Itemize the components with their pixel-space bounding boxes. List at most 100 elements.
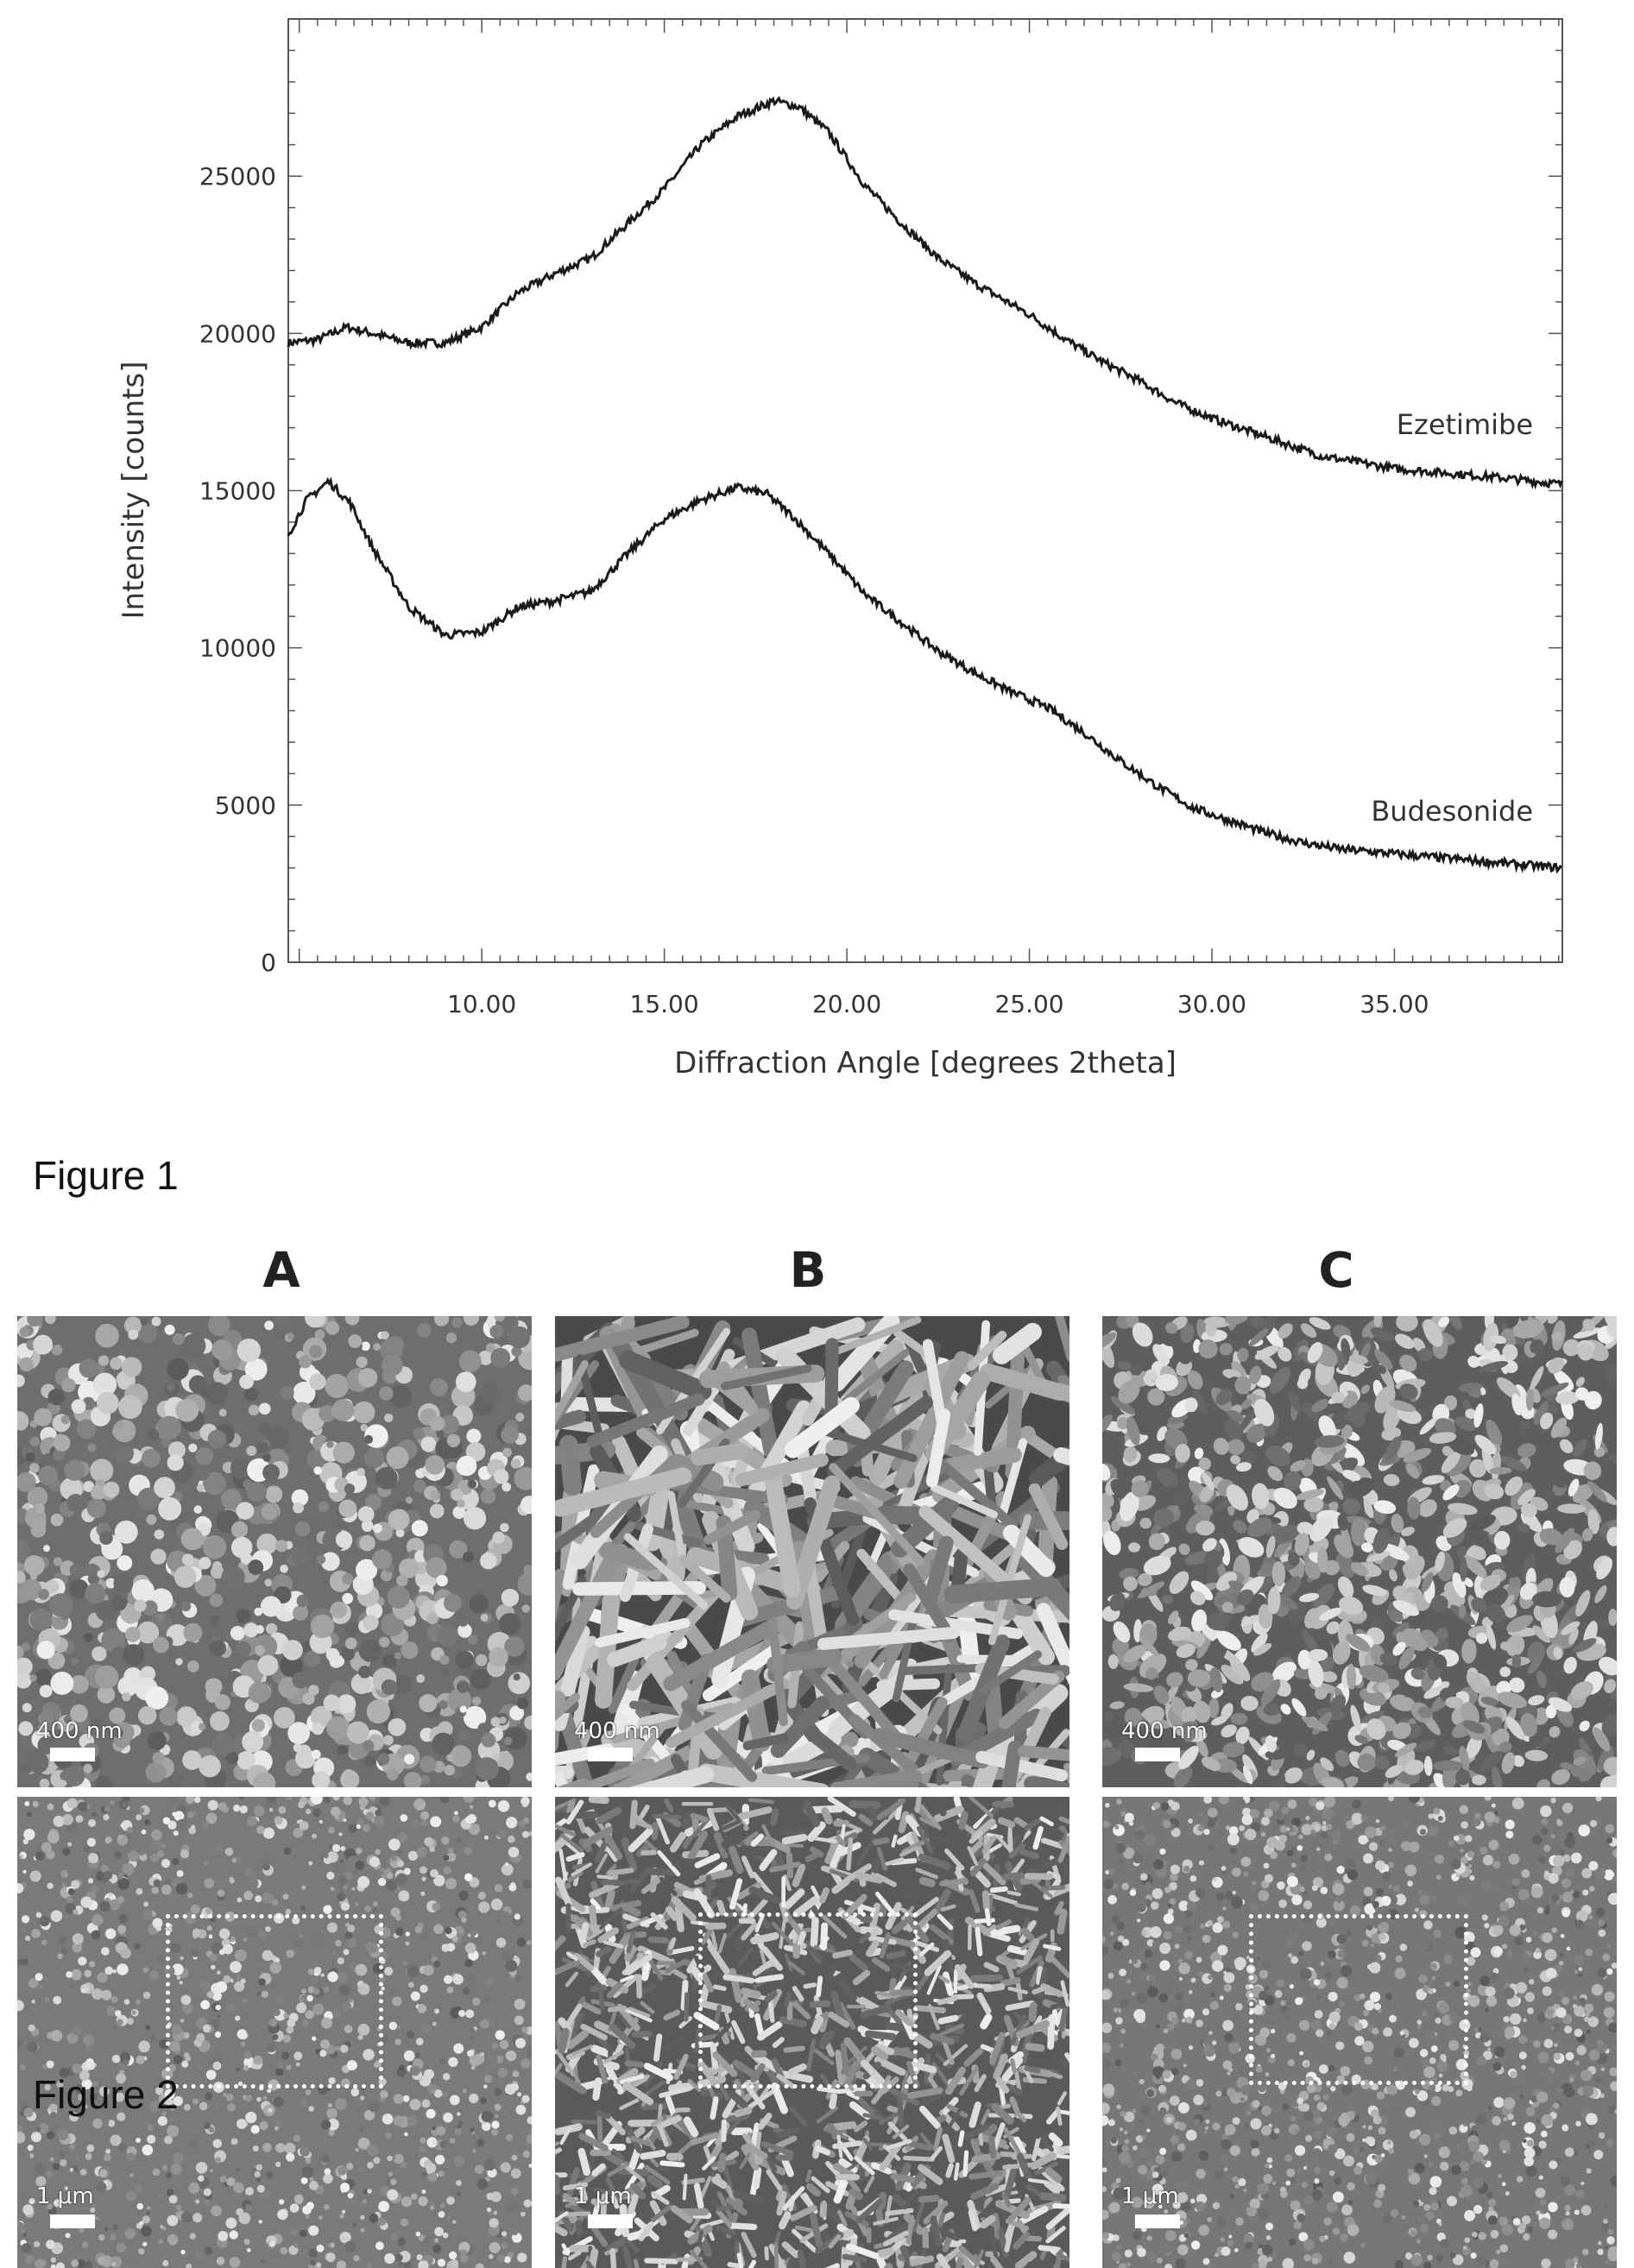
sem-particle <box>262 2143 272 2152</box>
sem-particle <box>1022 1880 1038 1882</box>
sem-particle <box>188 2183 199 2194</box>
sem-particle <box>432 2022 437 2026</box>
sem-particle <box>147 2206 150 2209</box>
sem-particle <box>671 1939 674 1947</box>
sem-particle <box>448 2057 457 2067</box>
sem-particle <box>499 1613 520 1635</box>
sem-particle <box>489 1800 496 1808</box>
sem-particle <box>88 1853 98 1863</box>
sem-particle <box>243 1479 253 1489</box>
sem-particle <box>206 1382 229 1404</box>
sem-particle <box>151 1887 158 1893</box>
sem-particle <box>167 1383 175 1391</box>
sem-particle <box>891 2168 903 2169</box>
sem-particle <box>50 2158 54 2162</box>
sem-particle <box>831 1345 832 1421</box>
sem-particle <box>432 2126 436 2130</box>
sem-particle <box>456 1371 476 1392</box>
sem-particle <box>70 2168 74 2172</box>
sem-particle <box>98 2234 105 2241</box>
x-tick-label: 25.00 <box>994 990 1063 1018</box>
sem-particle <box>157 1614 164 1621</box>
sem-particle <box>47 2170 54 2177</box>
sem-particle <box>960 2133 962 2145</box>
sem-particle <box>984 2018 988 2025</box>
sem-particle <box>293 1743 302 1752</box>
sem-particle <box>205 2199 211 2205</box>
sem-particle <box>440 2141 447 2148</box>
sem-particle <box>413 1480 426 1493</box>
sem-particle <box>99 2170 108 2178</box>
sem-particle <box>129 2173 134 2177</box>
sem-particle <box>177 1870 184 1877</box>
sem-particle <box>578 2223 579 2233</box>
sem-particle <box>254 2171 260 2177</box>
sem-particle <box>247 1817 257 1827</box>
sem-particle <box>118 1395 142 1419</box>
sem-particle <box>47 2131 54 2139</box>
sem-particle <box>388 1838 401 1850</box>
sem-particle <box>312 2140 319 2147</box>
sem-particle <box>633 1803 634 1826</box>
sem-particle <box>263 1454 271 1462</box>
sem-particle <box>497 1830 506 1838</box>
sem-particle <box>424 1837 433 1847</box>
sem-particle <box>143 1992 151 2000</box>
sem-particle <box>411 1992 420 2001</box>
sem-particle <box>126 2190 137 2202</box>
sem-particle <box>118 1835 122 1838</box>
sem-particle <box>918 1799 919 1811</box>
sem-particle <box>132 1579 155 1602</box>
sem-particle <box>369 1856 380 1867</box>
sem-particle <box>259 2121 268 2130</box>
sem-particle <box>309 2177 313 2181</box>
sem-particle <box>306 2214 310 2219</box>
sem-particle <box>1001 1821 1012 1825</box>
sem-particle <box>70 1564 83 1577</box>
sem-particle <box>436 2126 445 2136</box>
sem-particle <box>49 1593 73 1617</box>
sem-particle <box>490 1717 500 1726</box>
sem-particle <box>24 2007 30 2013</box>
sem-particle <box>508 1326 531 1349</box>
sem-particle <box>476 1757 499 1780</box>
sem-particle <box>316 1555 325 1565</box>
sem-particle <box>521 2095 529 2102</box>
sem-particle <box>97 1570 104 1578</box>
sem-particle <box>379 1637 389 1647</box>
sem-particle <box>487 1848 497 1858</box>
sem-particle <box>720 1903 722 1912</box>
sem-particle <box>19 1358 33 1371</box>
sem-particle <box>73 2238 79 2244</box>
sem-particle <box>46 2240 55 2249</box>
sem-particle <box>326 1648 340 1662</box>
sem-particle <box>482 2111 493 2122</box>
sem-particle <box>875 1861 876 1870</box>
sem-particle <box>830 2126 836 2136</box>
sem-particle <box>426 2109 436 2119</box>
sem-particle <box>348 1334 362 1348</box>
sem-particle <box>489 2254 494 2259</box>
sem-particle <box>500 2040 509 2050</box>
sem-particle <box>58 1936 67 1945</box>
sem-particle <box>356 2105 364 2114</box>
sem-particle <box>628 2063 641 2065</box>
sem-particle <box>737 2110 748 2114</box>
sem-particle <box>923 1881 931 1883</box>
sem-particle <box>332 1844 340 1852</box>
sem-particle <box>383 1736 394 1746</box>
sem-particle <box>387 1873 393 1879</box>
sem-particle <box>411 2193 418 2200</box>
sem-particle <box>337 1893 345 1901</box>
sem-particle <box>419 1804 425 1810</box>
y-axis-label: Intensity [counts] <box>117 362 151 620</box>
sem-particle <box>169 1747 184 1761</box>
sem-particle <box>158 1497 181 1521</box>
sem-particle <box>139 1808 144 1813</box>
sem-particle <box>195 2250 204 2259</box>
sem-particle <box>445 1765 456 1776</box>
sem-particle <box>30 1437 40 1446</box>
sem-particle <box>1062 2010 1065 2029</box>
sem-particle <box>500 1911 509 1920</box>
sem-particle <box>610 2008 625 2010</box>
